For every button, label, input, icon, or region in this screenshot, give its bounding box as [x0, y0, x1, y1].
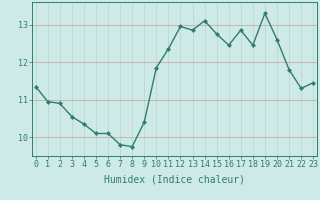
X-axis label: Humidex (Indice chaleur): Humidex (Indice chaleur) [104, 175, 245, 185]
